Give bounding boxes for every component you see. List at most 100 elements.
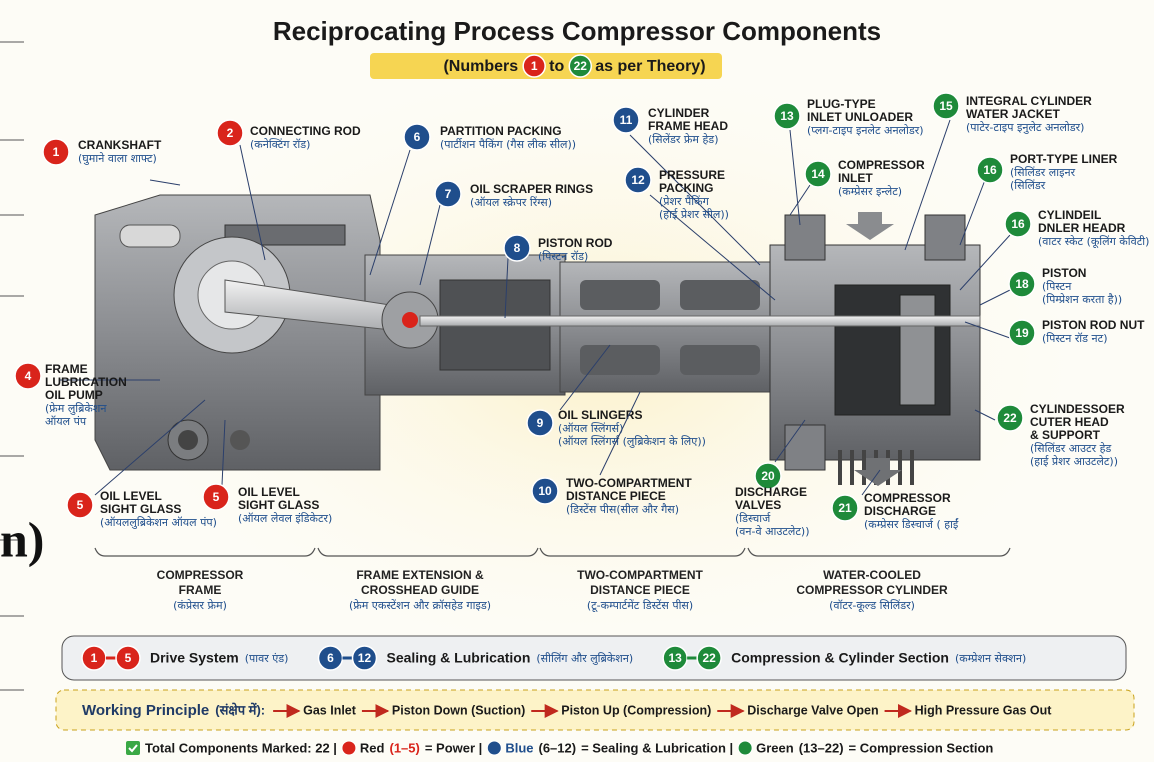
section-label: WATER-COOLED: [823, 568, 921, 582]
component-label: CONNECTING ROD: [250, 124, 361, 138]
component-hindi: (वन-वे आउटलेट)): [735, 525, 810, 538]
component-label: DISCHARGE: [735, 485, 807, 499]
section-label: COMPRESSOR CYLINDER: [796, 583, 948, 597]
component-label: INTEGRAL CYLINDER: [966, 94, 1092, 108]
component-hindi: (पिस्टन रॉड नट): [1042, 332, 1107, 345]
component-hindi: (पाटेर-टाइप इनुलेट अनलोडर): [966, 121, 1084, 134]
component-label: FRAME: [45, 362, 88, 376]
component-hindi: (सिलेंडर फ्रेम हेड): [648, 133, 719, 146]
component-hindi: (फ्रेम लुब्रिकेशन: [45, 402, 107, 415]
section-label: COMPRESSOR: [157, 568, 244, 582]
component-hindi: ऑयल पंप: [45, 415, 87, 428]
section-hindi: (फ्रेम एकस्टेंशन और क्रॉसहेड गाइड): [349, 599, 491, 612]
component-label: COMPRESSOR: [864, 491, 951, 505]
component-label: & SUPPORT: [1030, 428, 1101, 442]
footer-text: = Power |: [425, 740, 482, 755]
component-label: OIL PUMP: [45, 388, 103, 402]
legend-label: Sealing & Lubrication: [386, 650, 530, 666]
check-icon: [126, 741, 140, 755]
badge-number: 18: [1015, 277, 1029, 291]
badge-number: 12: [358, 651, 372, 665]
component-hindi: (पिस्टन रॉड): [538, 250, 588, 263]
component-hindi: (प्लग-टाइप इनलेट अनलोडर): [807, 124, 924, 137]
principle-step: Gas Inlet: [303, 703, 357, 717]
color-dot: [342, 741, 356, 755]
badge-number: 16: [983, 163, 997, 177]
badge-number: 1: [531, 59, 538, 73]
component-label: CYLINDEIL: [1038, 208, 1101, 222]
component-hindi: (कनेक्टिंग रॉड): [250, 138, 310, 151]
badge-number: 1: [53, 145, 60, 159]
badge-number: 5: [213, 490, 220, 504]
component-label: TWO-COMPARTMENT: [566, 476, 692, 490]
footer-text: Blue: [505, 740, 533, 755]
component-label: SIGHT GLASS: [100, 502, 181, 516]
footer-text: Red: [360, 740, 385, 755]
component-hindi: (सिलिंडर आउटर हेड: [1030, 442, 1111, 455]
component-hindi: (हाई प्रेशर आउटलेट)): [1030, 455, 1118, 468]
badge-number: 2: [227, 126, 234, 140]
component-label: PORT-TYPE LINER: [1010, 152, 1118, 166]
badge-number: 6: [327, 651, 334, 665]
component-hindi: (ऑयललुब्रिकेशन ऑयल पंप): [100, 516, 217, 529]
component-label: PISTON: [1042, 266, 1086, 280]
legend-label: Compression & Cylinder Section: [731, 650, 949, 666]
section-hindi: (कंप्रेसर फ्रेम): [173, 599, 227, 612]
page: n) Reciprocating Process Compressor Comp…: [0, 0, 1154, 762]
legend-hindi: (पावर एंड): [245, 652, 289, 665]
component-label: PLUG-TYPE: [807, 97, 876, 111]
component-hindi: (कम्प्रेसर इन्लेट): [838, 185, 902, 198]
section-label: FRAME: [179, 583, 222, 597]
component-label: SIGHT GLASS: [238, 498, 319, 512]
diagram: n) Reciprocating Process Compressor Comp…: [0, 0, 1154, 762]
badge-number: 8: [514, 241, 521, 255]
component-hindi: (पिस्टन: [1042, 280, 1072, 293]
component-label: FRAME HEAD: [648, 119, 728, 133]
badge-number: 22: [574, 59, 588, 73]
section-label: FRAME EXTENSION &: [356, 568, 484, 582]
subtitle-text: as per Theory): [595, 58, 705, 75]
principle-step: Piston Down (Suction): [392, 703, 525, 717]
badge-number: 13: [668, 651, 682, 665]
legend-label: Drive System: [150, 650, 239, 666]
footer-text: Total Components Marked: 22 |: [145, 740, 337, 755]
badge-number: 7: [445, 187, 452, 201]
component-label: CYLINDER: [648, 106, 710, 120]
section-hindi: (टू-कम्पार्टमेंट डिस्टेंस पीस): [587, 599, 693, 613]
legend-hindi: (सीलिंग और लुब्रिकेशन): [536, 652, 633, 665]
principle-step: High Pressure Gas Out: [915, 703, 1053, 717]
component-hindi: (सिलिंडर: [1010, 179, 1046, 192]
legend-hindi: (कम्प्रेशन सेक्शन): [955, 652, 1026, 665]
component-label: OIL SCRAPER RINGS: [470, 182, 593, 196]
badge-number: 12: [631, 173, 645, 187]
component-label: CRANKSHAFT: [78, 138, 162, 152]
badge-number: 22: [1003, 411, 1017, 425]
component-label: DISTANCE PIECE: [566, 489, 666, 503]
footer-text: (13–22): [799, 740, 844, 755]
component-hindi: (ऑयल स्लिंगर्स (लुब्रिकेशन के लिए)): [558, 435, 706, 448]
component-label: CYLINDESSOER: [1030, 402, 1125, 416]
title: Reciprocating Process Compressor Compone…: [273, 16, 881, 46]
component-hindi: (कम्प्रेसर डिस्चार्ज ( हाईं: [864, 518, 959, 531]
component-hindi: (वाटर स्केट (कूलिंग केविटी): [1038, 235, 1149, 249]
badge-number: 16: [1011, 217, 1025, 231]
subtitle-text: to: [549, 58, 564, 75]
badge-number: 15: [939, 99, 953, 113]
badge-number: 21: [838, 501, 852, 515]
component-hindi: (डिस्चार्ज: [735, 512, 771, 525]
section-label: DISTANCE PIECE: [590, 583, 690, 597]
fragment-text: n): [0, 511, 44, 567]
footer-text: (6–12): [538, 740, 576, 755]
component-label: OIL LEVEL: [238, 485, 300, 499]
component-label: PISTON ROD NUT: [1042, 318, 1145, 332]
badge-number: 14: [811, 167, 825, 181]
component-label: CUTER HEAD: [1030, 415, 1109, 429]
footer-text: (1–5): [389, 740, 419, 755]
footer-text: = Compression Section: [849, 740, 994, 755]
footer-text: Green: [756, 740, 794, 755]
principle-step: Discharge Valve Open: [747, 703, 878, 717]
component-hindi: (ऑयल स्लिंगर्स): [558, 422, 623, 435]
badge-number: 5: [77, 498, 84, 512]
component-hindi: (सिलिंडर लाइनर: [1010, 166, 1076, 179]
